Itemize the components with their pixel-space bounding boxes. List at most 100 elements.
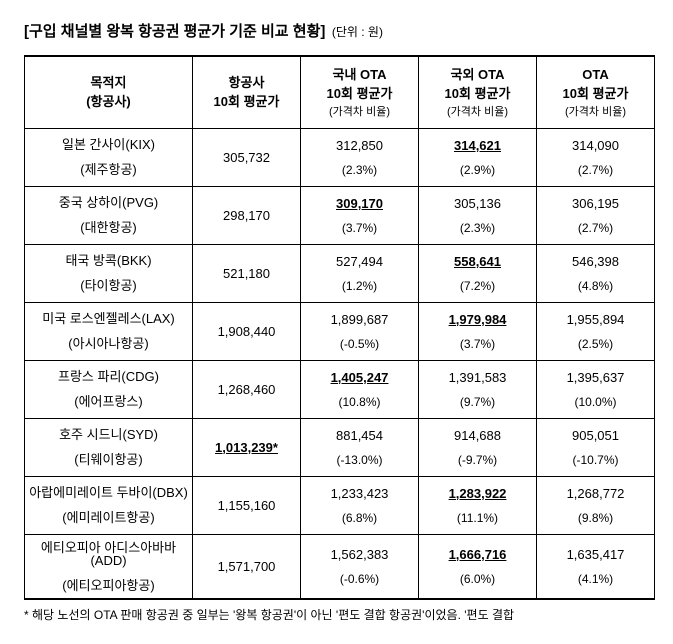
table-row: 태국 방콕(BKK)(타이항공) 521,180 527,494(1.2%)558,… [25, 244, 655, 302]
intl-value: 914,688 [419, 423, 536, 450]
table-row: 일본 간사이(KIX)(제주항공)305,732312,850(2.3%)314… [25, 128, 655, 186]
airline-avg-value: 298,170 [223, 208, 270, 223]
intl-cell: 314,621(2.9%) [419, 128, 537, 186]
ota-diff: (10.0%) [537, 392, 654, 414]
ota-value: 546,398 [537, 249, 654, 276]
dom-diff: (2.3%) [301, 160, 418, 182]
col-intl: 국외 OTA 10회 평균가 (가격차 비율) [419, 56, 537, 128]
dest-cell: 프랑스 파리(CDG)(에어프랑스) [25, 360, 193, 418]
intl-cell: 558,641(7.2%) [419, 244, 537, 302]
carrier-name: (에어프랑스) [25, 391, 192, 414]
dest-name: 일본 간사이(KIX) [25, 132, 192, 159]
ota-value: 905,051 [537, 423, 654, 450]
intl-value: 1,979,984 [419, 307, 536, 334]
ota-diff: (4.8%) [537, 276, 654, 298]
airline-avg-cell: 1,013,239* [193, 418, 301, 476]
dom-diff: (1.2%) [301, 276, 418, 298]
dom-diff: (-0.5%) [301, 334, 418, 356]
dest-name: 미국 로스엔젤레스(LAX) [25, 306, 192, 333]
page-title: [구입 채널별 왕복 항공권 평균가 기준 비교 현황] [24, 23, 325, 40]
airline-avg-value: 1,155,160 [218, 498, 276, 513]
intl-diff: (3.7%) [419, 334, 536, 356]
dom-value: 1,233,423 [301, 481, 418, 508]
ota-cell: 1,395,637(10.0%) [537, 360, 655, 418]
dest-cell: 호주 시드니(SYD)(티웨이항공) [25, 418, 193, 476]
intl-value: 1,666,716 [419, 542, 536, 569]
airline-avg-cell: 1,908,440 [193, 302, 301, 360]
ota-cell: 306,195(2.7%) [537, 186, 655, 244]
ota-diff: (2.7%) [537, 160, 654, 182]
ota-cell: 1,955,894(2.5%) [537, 302, 655, 360]
airline-avg-cell: 521,180 [193, 244, 301, 302]
airline-avg-value: 305,732 [223, 150, 270, 165]
ota-diff: (2.7%) [537, 218, 654, 240]
intl-cell: 914,688(-9.7%) [419, 418, 537, 476]
intl-diff: (11.1%) [419, 508, 536, 530]
intl-value: 1,283,922 [419, 481, 536, 508]
intl-diff: (-9.7%) [419, 450, 536, 472]
dom-cell: 309,170(3.7%) [301, 186, 419, 244]
dom-diff: (-13.0%) [301, 450, 418, 472]
dom-value: 1,562,383 [301, 542, 418, 569]
footnote: * 해당 노선의 OTA 판매 항공권 중 일부는 '왕복 항공권'이 아닌 '… [24, 606, 649, 624]
carrier-name: (대한항공) [25, 217, 192, 240]
dest-name: 아랍에미레이트 두바이(DBX) [25, 480, 192, 507]
ota-value: 314,090 [537, 133, 654, 160]
table-row: 미국 로스엔젤레스(LAX)(아시아나항공)1,908,4401,899,687… [25, 302, 655, 360]
dest-cell: 미국 로스엔젤레스(LAX)(아시아나항공) [25, 302, 193, 360]
dest-name: 태국 방콕(BKK) [25, 248, 192, 275]
col-airline: 항공사 10회 평균가 [193, 56, 301, 128]
dest-cell: 아랍에미레이트 두바이(DBX)(에미레이트항공) [25, 476, 193, 534]
dom-diff: (3.7%) [301, 218, 418, 240]
ota-cell: 314,090(2.7%) [537, 128, 655, 186]
dom-value: 312,850 [301, 133, 418, 160]
dom-value: 309,170 [301, 191, 418, 218]
carrier-name: (아시아나항공) [25, 333, 192, 356]
dom-diff: (6.8%) [301, 508, 418, 530]
airline-avg-cell: 1,571,700 [193, 534, 301, 599]
airline-avg-value: 521,180 [223, 266, 270, 281]
dom-cell: 527,494(1.2%) [301, 244, 419, 302]
dom-value: 881,454 [301, 423, 418, 450]
dom-value: 1,405,247 [301, 365, 418, 392]
dest-cell: 에티오피아 아디스아바바(ADD)(에티오피아항공) [25, 534, 193, 599]
ota-value: 1,395,637 [537, 365, 654, 392]
intl-value: 305,136 [419, 191, 536, 218]
intl-value: 1,391,583 [419, 365, 536, 392]
dest-name: 중국 상하이(PVG) [25, 190, 192, 217]
airline-avg-cell: 1,268,460 [193, 360, 301, 418]
intl-diff: (7.2%) [419, 276, 536, 298]
intl-cell: 1,283,922(11.1%) [419, 476, 537, 534]
ota-value: 1,955,894 [537, 307, 654, 334]
ota-cell: 905,051(-10.7%) [537, 418, 655, 476]
dest-cell: 태국 방콕(BKK)(타이항공) [25, 244, 193, 302]
dom-value: 527,494 [301, 249, 418, 276]
ota-diff: (2.5%) [537, 334, 654, 356]
table-row: 에티오피아 아디스아바바(ADD)(에티오피아항공) 1,571,700 1,562… [25, 534, 655, 599]
ota-diff: (4.1%) [537, 569, 654, 591]
dom-value: 1,899,687 [301, 307, 418, 334]
airline-avg-cell: 298,170 [193, 186, 301, 244]
table-row: 중국 상하이(PVG)(대한항공) 298,170 309,170(3.7%)305… [25, 186, 655, 244]
dest-name: 프랑스 파리(CDG) [25, 364, 192, 391]
intl-cell: 305,136(2.3%) [419, 186, 537, 244]
airline-avg-cell: 305,732 [193, 128, 301, 186]
dom-diff: (-0.6%) [301, 569, 418, 591]
ota-cell: 1,268,772(9.8%) [537, 476, 655, 534]
dom-cell: 1,899,687(-0.5%) [301, 302, 419, 360]
carrier-name: (제주항공) [25, 159, 192, 182]
dom-cell: 881,454(-13.0%) [301, 418, 419, 476]
ota-diff: (9.8%) [537, 508, 654, 530]
comparison-table: 목적지 (항공사) 항공사 10회 평균가 국내 OTA 10회 평균가 (가격… [24, 55, 655, 600]
airline-avg-value: 1,571,700 [218, 559, 276, 574]
intl-diff: (6.0%) [419, 569, 536, 591]
dom-diff: (10.8%) [301, 392, 418, 414]
intl-cell: 1,979,984(3.7%) [419, 302, 537, 360]
col-dest: 목적지 (항공사) [25, 56, 193, 128]
intl-value: 558,641 [419, 249, 536, 276]
intl-diff: (9.7%) [419, 392, 536, 414]
intl-diff: (2.3%) [419, 218, 536, 240]
airline-avg-value: 1,268,460 [218, 382, 276, 397]
intl-cell: 1,666,716(6.0%) [419, 534, 537, 599]
ota-value: 1,635,417 [537, 542, 654, 569]
